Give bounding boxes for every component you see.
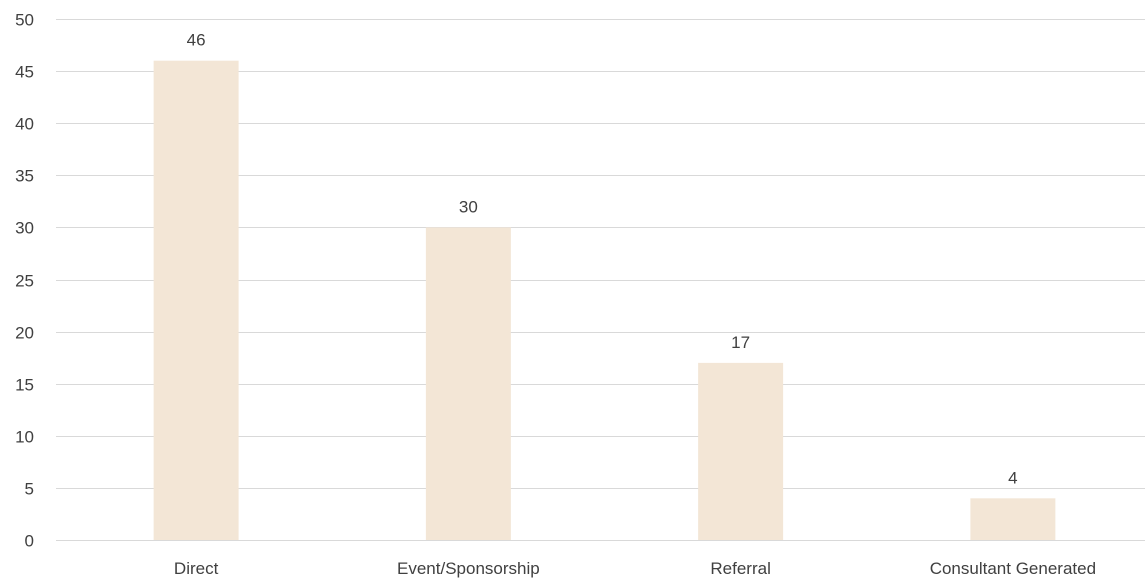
y-tick-label: 10: [15, 428, 34, 447]
bar: [970, 498, 1056, 540]
y-tick-label: 45: [15, 63, 34, 82]
y-axis-ticks: 0 5 10 15 20 25 30 35 40 45 50: [15, 11, 34, 551]
bar: [425, 227, 511, 540]
data-label: 30: [459, 197, 478, 216]
x-tick-label: Consultant Generated: [930, 559, 1096, 578]
x-axis-ticks: Direct Event/Sponsorship Referral Consultan…: [174, 559, 1096, 578]
y-tick-label: 35: [15, 167, 34, 186]
x-tick-label: Event/Sponsorship: [397, 559, 540, 578]
x-tick-label: Direct: [174, 559, 219, 578]
y-tick-label: 25: [15, 272, 34, 291]
y-tick-label: 50: [15, 11, 34, 30]
bar: [153, 60, 239, 541]
data-label: 4: [1008, 468, 1017, 487]
data-label: 17: [731, 333, 750, 352]
y-tick-label: 0: [25, 532, 34, 551]
y-tick-label: 5: [25, 480, 34, 499]
y-tick-label: 20: [15, 324, 34, 343]
y-tick-label: 40: [15, 115, 34, 134]
bar: [698, 362, 784, 540]
y-tick-label: 30: [15, 219, 34, 238]
x-tick-label: Referral: [710, 559, 770, 578]
data-labels: 46 30 17 4: [187, 31, 1018, 488]
bars: [153, 60, 1056, 541]
data-label: 46: [187, 31, 206, 50]
y-tick-label: 15: [15, 376, 34, 395]
